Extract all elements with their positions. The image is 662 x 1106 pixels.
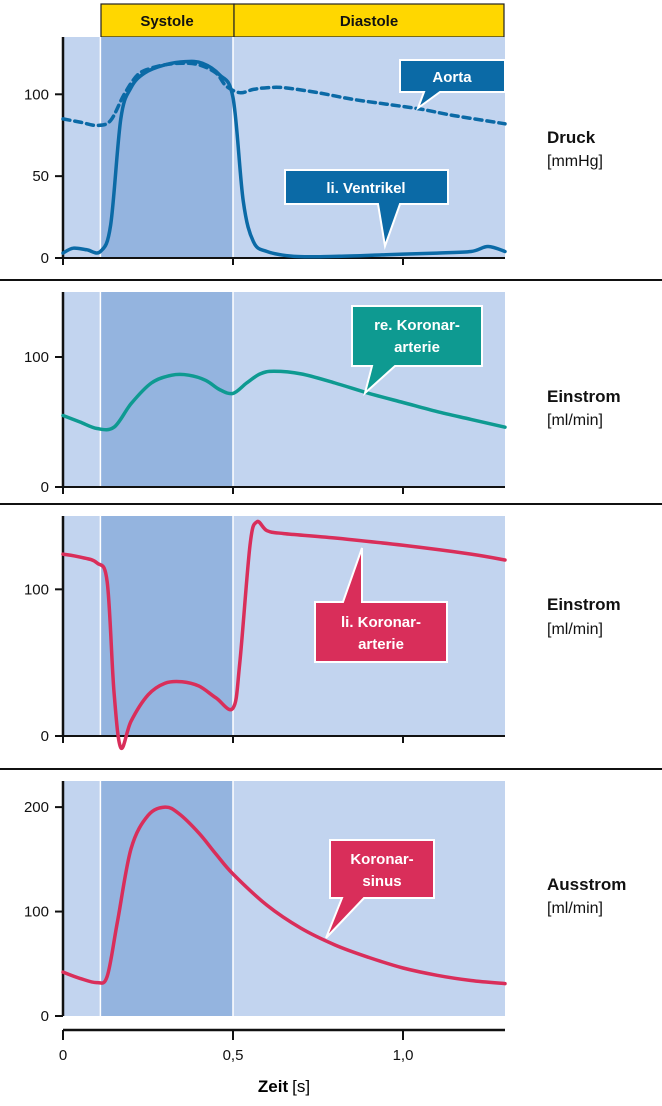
ventrikel-callout: li. Ventrikel [284,169,449,250]
diastole-label: Diastole [340,13,398,30]
re-koronar-title: Einstrom [547,387,621,406]
x-axis-title: Zeit [258,1077,289,1096]
systole-label-box [100,3,235,38]
sinus-unit: [ml/min] [547,900,603,917]
li-koronar-systole-band [100,516,234,736]
li-koronar-panel: 0 100 [0,516,662,770]
aorta-series-line [61,61,507,128]
x-tick-label-10: 1,0 [393,1047,414,1064]
x-axis: 0 0,5 1,0 Zeit [s] [59,1028,505,1096]
ventrikel-callout-text: li. Ventrikel [326,180,405,197]
re-koronar-callout-line1: re. Koronar- [374,317,460,334]
sinus-callout: Koronar- sinus [325,839,435,939]
li-koronar-arterie-series-line [61,519,507,751]
li-koronar-callout: li. Koronar- arterie [314,547,448,663]
li-koronar-title: Einstrom [547,595,621,614]
systole-label: Systole [140,13,193,30]
re-koronar-unit: [ml/min] [547,412,603,429]
li-koronar-y-tick-label-0: 0 [41,728,49,745]
phase-bar: Systole Diastole [100,3,505,38]
li-koronar-unit: [ml/min] [547,621,603,638]
pressure-systole-band [100,37,234,258]
sinus-y-tick-label-200: 200 [24,799,49,816]
sinus-callout-line2: sinus [362,873,401,890]
re-koronar-y-tick-label-0: 0 [41,479,49,496]
li-ventrikel-series-line [61,59,507,259]
li-koronar-y-tick-label-100: 100 [24,581,49,598]
x-tick-label-05: 0,5 [223,1047,244,1064]
pressure-y-tick-label-50: 50 [32,168,49,185]
x-tick-label-0: 0 [59,1047,67,1064]
koronar-sinus-series-line [61,805,507,986]
re-koronar-callout-line2: arterie [394,339,440,356]
sinus-y-tick-label-0: 0 [41,1008,49,1025]
x-axis-unit: [s] [292,1077,310,1096]
re-koronar-callout: re. Koronar- arterie [351,305,483,396]
li-koronar-callout-line1: li. Koronar- [341,614,421,631]
pressure-y-tick-label-0: 0 [41,250,49,267]
x-axis-label: Zeit [s] [258,1077,310,1096]
re-koronar-y-tick-label-100: 100 [24,349,49,366]
aorta-callout: Aorta [399,59,506,111]
pressure-panel: 0 50 100 [0,37,662,281]
li-koronar-callout-line2: arterie [358,636,404,653]
re-koronar-systole-band [100,292,234,487]
sinus-callout-line1: Koronar- [350,851,413,868]
sinus-panel: 0 100 200 [24,781,507,1025]
pressure-unit: [mmHg] [547,153,603,170]
diastole-label-box [233,3,505,38]
sinus-y-tick-label-100: 100 [24,904,49,921]
pressure-title: Druck [547,128,596,147]
re-koronar-arterie-series-line [61,369,507,432]
sinus-title: Ausstrom [547,875,626,894]
aorta-callout-text: Aorta [432,69,472,86]
pressure-y-tick-label-100: 100 [24,86,49,103]
